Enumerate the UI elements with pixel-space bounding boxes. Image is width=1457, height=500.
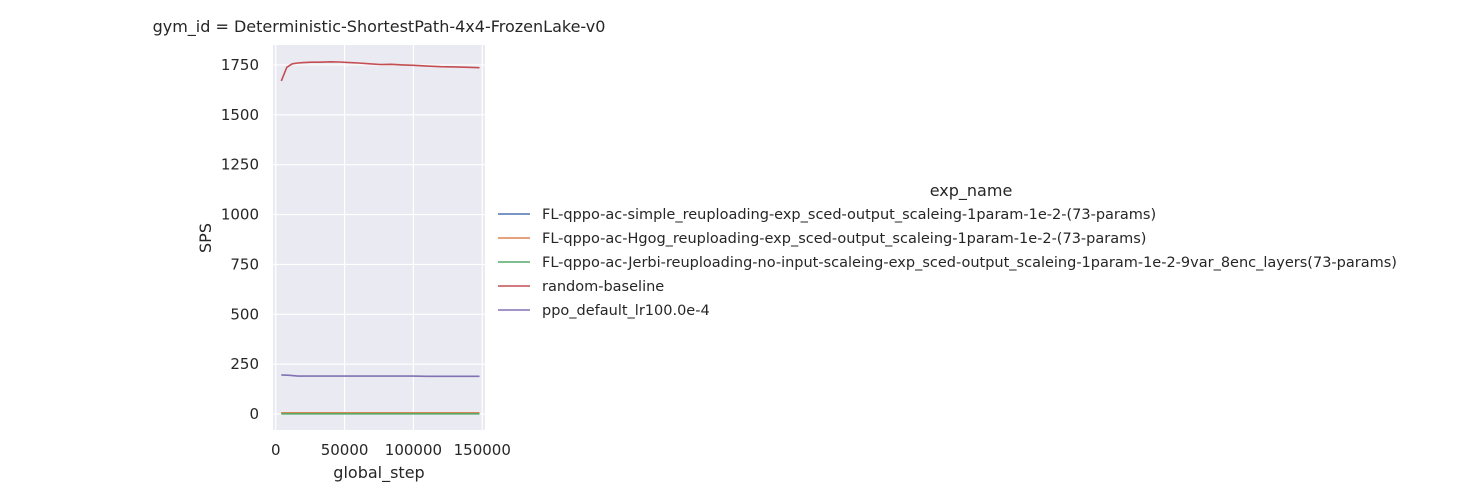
legend-label-2: FL-qppo-ac-Hgog_reuploading-exp_sced-out… xyxy=(542,231,1146,247)
x-tick-label: 150000 xyxy=(454,441,511,459)
x-tick-label: 0 xyxy=(271,441,281,459)
plot-area xyxy=(273,45,485,430)
y-tick-label: 0 xyxy=(249,405,259,423)
y-tick-label: 1750 xyxy=(221,56,259,74)
x-tick-label: 50000 xyxy=(321,441,369,459)
y-tick-label: 1000 xyxy=(221,206,259,224)
series-layer xyxy=(280,60,480,415)
legend-label-4: random-baseline xyxy=(542,279,664,295)
series-line-4 xyxy=(280,60,480,82)
legend-label-1: FL-qppo-ac-simple_reuploading-exp_sced-o… xyxy=(542,207,1156,223)
y-tick-label: 500 xyxy=(230,305,259,323)
legend: exp_name FL-qppo-ac-simple_reuploading-e… xyxy=(498,181,1397,319)
y-tick-label: 250 xyxy=(230,355,259,373)
y-tick-label: 1250 xyxy=(221,156,259,174)
chart-title: gym_id = Deterministic-ShortestPath-4x4-… xyxy=(153,17,606,37)
y-tick-label: 750 xyxy=(230,255,259,273)
ticks: 0 50000 100000 150000 0 250 500 750 1000 1250 1500… xyxy=(221,56,511,459)
y-tick-label: 1500 xyxy=(221,106,259,124)
x-tick-label: 100000 xyxy=(385,441,442,459)
legend-title: exp_name xyxy=(930,181,1013,201)
y-axis-label: SPS xyxy=(196,223,215,253)
legend-label-3: FL-qppo-ac-Jerbi-reuploading-no-input-sc… xyxy=(542,255,1397,271)
series-line-5 xyxy=(281,374,480,378)
x-axis-label: global_step xyxy=(333,463,424,483)
legend-label-5: ppo_default_lr100.0e-4 xyxy=(542,303,710,319)
